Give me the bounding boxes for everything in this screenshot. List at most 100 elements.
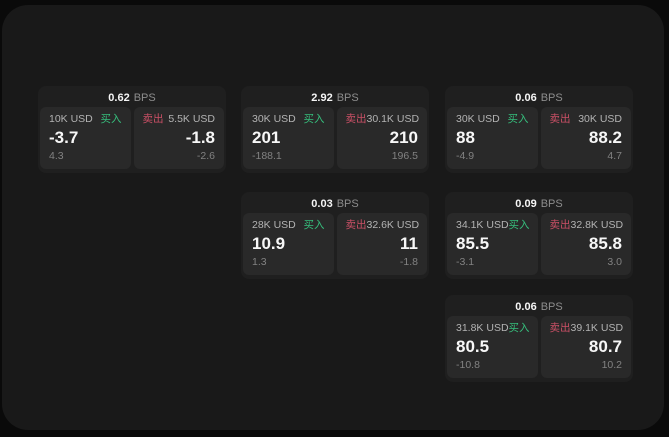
buy-tile[interactable]: 28K USD 买入 10.9 1.3	[243, 213, 334, 275]
bps-value: 0.62	[108, 91, 130, 104]
sell-price: 210	[389, 127, 418, 147]
sell-price: 11	[400, 233, 418, 253]
bps-value: 0.06	[515, 300, 537, 313]
sell-label: 卖出	[549, 219, 571, 231]
sell-delta: -1.8	[399, 256, 418, 268]
quote-card: 0.62 BPS 10K USD 买入 -3.7 4.3 卖出 5.5K USD…	[38, 86, 226, 173]
buy-tile[interactable]: 10K USD 买入 -3.7 4.3	[40, 107, 131, 169]
bps-value: 0.06	[515, 91, 537, 104]
sell-delta: -2.6	[196, 150, 215, 162]
buy-amount: 30K USD	[252, 113, 296, 125]
sell-delta: 10.2	[601, 359, 622, 371]
card-header: 0.09 BPS	[447, 194, 631, 213]
buy-tile[interactable]: 30K USD 买入 201 -188.1	[243, 107, 334, 169]
buy-price: 88	[456, 127, 475, 147]
card-header: 0.06 BPS	[447, 297, 631, 316]
sell-label: 卖出	[345, 113, 367, 125]
sell-tile[interactable]: 卖出 32.6K USD 11 -1.8	[336, 213, 427, 275]
bps-unit-label: BPS	[540, 197, 563, 210]
buy-top-row: 30K USD 买入	[252, 113, 325, 125]
card-header: 0.06 BPS	[447, 88, 631, 107]
buy-top-row: 34.1K USD 买入	[456, 219, 530, 231]
sell-tile[interactable]: 卖出 39.1K USD 80.7 10.2	[540, 316, 631, 378]
card-header: 0.62 BPS	[40, 88, 224, 107]
quote-card: 0.06 BPS 31.8K USD 买入 80.5 -10.8 卖出 39.1…	[445, 295, 633, 382]
card-body: 31.8K USD 买入 80.5 -10.8 卖出 39.1K USD 80.…	[447, 316, 631, 378]
sell-label: 卖出	[142, 113, 164, 125]
buy-amount: 28K USD	[252, 219, 296, 231]
buy-label: 买入	[507, 113, 529, 125]
sell-amount: 30.1K USD	[366, 113, 420, 125]
buy-delta: 4.3	[49, 150, 64, 162]
bps-unit-label: BPS	[133, 91, 156, 104]
sell-label: 卖出	[549, 322, 571, 334]
sell-amount: 39.1K USD	[570, 322, 624, 334]
quote-card: 0.03 BPS 28K USD 买入 10.9 1.3 卖出 32.6K US…	[241, 192, 429, 279]
buy-label: 买入	[508, 322, 530, 334]
sell-tile[interactable]: 卖出 5.5K USD -1.8 -2.6	[133, 107, 224, 169]
sell-top-row: 卖出 30K USD	[550, 113, 623, 125]
bps-value: 2.92	[311, 91, 333, 104]
buy-top-row: 10K USD 买入	[49, 113, 122, 125]
sell-top-row: 卖出 30.1K USD	[345, 113, 420, 125]
buy-delta: -10.8	[456, 359, 480, 371]
sell-price: 88.2	[588, 127, 622, 147]
sell-tile[interactable]: 卖出 30.1K USD 210 196.5	[336, 107, 427, 169]
buy-delta: -188.1	[252, 150, 282, 162]
sell-price: -1.8	[185, 127, 215, 147]
quote-card: 0.09 BPS 34.1K USD 买入 85.5 -3.1 卖出 32.8K…	[445, 192, 633, 279]
sell-price: 80.7	[588, 336, 622, 356]
card-body: 10K USD 买入 -3.7 4.3 卖出 5.5K USD -1.8 -2.…	[40, 107, 224, 169]
buy-amount: 31.8K USD	[456, 322, 509, 334]
bps-unit-label: BPS	[540, 91, 563, 104]
buy-top-row: 31.8K USD 买入	[456, 322, 530, 334]
buy-price: -3.7	[49, 127, 79, 147]
app-surface: 0.62 BPS 10K USD 买入 -3.7 4.3 卖出 5.5K USD…	[2, 5, 664, 430]
buy-label: 买入	[508, 219, 530, 231]
card-body: 34.1K USD 买入 85.5 -3.1 卖出 32.8K USD 85.8…	[447, 213, 631, 275]
buy-delta: 1.3	[252, 256, 267, 268]
bps-value: 0.03	[311, 197, 333, 210]
sell-delta: 3.0	[607, 256, 622, 268]
sell-amount: 30K USD	[578, 113, 622, 125]
sell-tile[interactable]: 卖出 32.8K USD 85.8 3.0	[540, 213, 631, 275]
buy-label: 买入	[100, 113, 122, 125]
bps-unit-label: BPS	[336, 197, 359, 210]
bps-unit-label: BPS	[336, 91, 359, 104]
buy-amount: 30K USD	[456, 113, 500, 125]
sell-label: 卖出	[345, 219, 367, 231]
sell-top-row: 卖出 32.8K USD	[549, 219, 624, 231]
buy-tile[interactable]: 34.1K USD 买入 85.5 -3.1	[447, 213, 538, 275]
sell-price: 85.8	[588, 233, 622, 253]
buy-label: 买入	[303, 219, 325, 231]
buy-delta: -4.9	[456, 150, 475, 162]
buy-price: 10.9	[252, 233, 286, 253]
sell-delta: 196.5	[391, 150, 418, 162]
sell-top-row: 卖出 32.6K USD	[345, 219, 420, 231]
buy-price: 80.5	[456, 336, 490, 356]
buy-tile[interactable]: 31.8K USD 买入 80.5 -10.8	[447, 316, 538, 378]
sell-delta: 4.7	[607, 150, 622, 162]
quote-card: 2.92 BPS 30K USD 买入 201 -188.1 卖出 30.1K …	[241, 86, 429, 173]
sell-amount: 5.5K USD	[168, 113, 215, 125]
quote-card: 0.06 BPS 30K USD 买入 88 -4.9 卖出 30K USD 8…	[445, 86, 633, 173]
sell-top-row: 卖出 5.5K USD	[143, 113, 216, 125]
buy-amount: 34.1K USD	[456, 219, 509, 231]
bps-value: 0.09	[515, 197, 537, 210]
buy-price: 201	[252, 127, 281, 147]
sell-label: 卖出	[549, 113, 571, 125]
sell-amount: 32.8K USD	[570, 219, 624, 231]
buy-top-row: 28K USD 买入	[252, 219, 325, 231]
buy-tile[interactable]: 30K USD 买入 88 -4.9	[447, 107, 538, 169]
sell-top-row: 卖出 39.1K USD	[549, 322, 624, 334]
sell-tile[interactable]: 卖出 30K USD 88.2 4.7	[540, 107, 631, 169]
buy-delta: -3.1	[456, 256, 475, 268]
buy-label: 买入	[303, 113, 325, 125]
buy-amount: 10K USD	[49, 113, 93, 125]
bps-unit-label: BPS	[540, 300, 563, 313]
card-body: 28K USD 买入 10.9 1.3 卖出 32.6K USD 11 -1.8	[243, 213, 427, 275]
card-body: 30K USD 买入 201 -188.1 卖出 30.1K USD 210 1…	[243, 107, 427, 169]
card-header: 0.03 BPS	[243, 194, 427, 213]
buy-price: 85.5	[456, 233, 490, 253]
sell-amount: 32.6K USD	[366, 219, 420, 231]
